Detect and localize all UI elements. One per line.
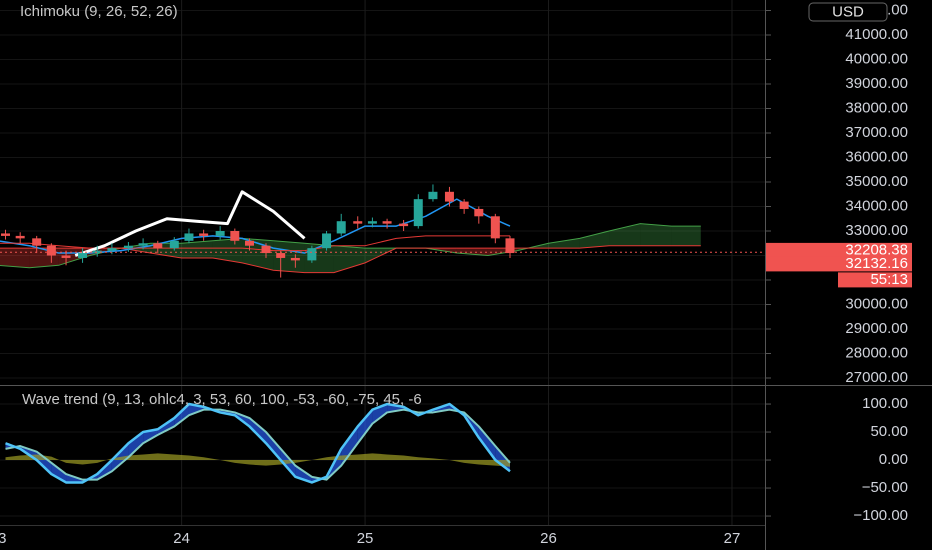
cloud-segment — [0, 248, 30, 268]
countdown: 55:13 — [870, 271, 908, 288]
y-tick-label: 39000.00 — [845, 75, 908, 92]
y-tick-label: 0.00 — [879, 451, 908, 468]
axis-layer: 27000.0028000.0029000.0030000.0031000.00… — [0, 1, 912, 547]
y-tick-label: 35000.00 — [845, 173, 908, 190]
candle-body — [46, 245, 56, 256]
candle-body — [153, 243, 163, 249]
y-tick-label: 30000.00 — [845, 295, 908, 312]
currency-button — [808, 2, 888, 22]
x-tick-label: 25 — [357, 530, 374, 547]
candle-body — [230, 231, 240, 241]
x-tick-label: 24 — [173, 530, 190, 547]
candle-body — [490, 216, 500, 239]
y-tick-label: 100.00 — [862, 395, 908, 412]
plot-area — [0, 0, 765, 525]
candle-body — [276, 253, 286, 258]
cloud-segment — [548, 238, 580, 249]
candle-body — [367, 221, 377, 224]
price-label-box — [766, 242, 912, 258]
candle-body — [92, 250, 102, 254]
candle-body — [123, 245, 133, 249]
wave-band — [128, 432, 144, 458]
candle-body — [15, 235, 25, 239]
y-tick-label: 34000.00 — [845, 197, 908, 214]
candle-body — [505, 238, 515, 254]
money-flow-area — [5, 453, 510, 467]
y-tick-label: 28000.00 — [845, 344, 908, 361]
y-tick-label: 50.00 — [870, 423, 908, 440]
candle-body — [444, 191, 454, 202]
candle-body — [138, 243, 148, 246]
candle-body — [459, 201, 469, 209]
price-label-box — [766, 256, 912, 272]
wave-band — [143, 429, 158, 444]
price-label: 32132.16 — [845, 255, 908, 272]
cloud-segment — [212, 238, 243, 263]
y-tick-label: 33000.00 — [845, 222, 908, 239]
y-tick-label: 41000.00 — [845, 26, 908, 43]
candle-body — [184, 233, 194, 241]
y-tick-label: 36000.00 — [845, 148, 908, 165]
countdown-box — [838, 272, 912, 288]
cloud-segment — [671, 226, 701, 246]
candle-body — [215, 231, 225, 236]
wave-band — [249, 418, 267, 444]
candle-body — [474, 208, 484, 217]
candle-body — [78, 253, 88, 258]
y-tick-label: 38000.00 — [845, 99, 908, 116]
candle-body — [353, 221, 363, 224]
candle-body — [169, 240, 179, 249]
candle-body — [244, 240, 254, 246]
candle-body — [61, 255, 71, 258]
candle-body — [1, 233, 11, 236]
candle-body — [107, 248, 117, 251]
wave-band — [51, 462, 67, 483]
wave-band — [357, 409, 373, 444]
indicator-line — [0, 235, 510, 252]
indicator-line — [74, 190, 306, 257]
candle-body — [322, 233, 332, 249]
price-label: 32208.38 — [845, 241, 908, 258]
y-tick-label: −100.00 — [853, 507, 908, 524]
indicator-title: Wave trend (9, 13, ohlc4, 3, 53, 60, 100… — [22, 391, 422, 408]
cloud-segment — [640, 223, 672, 246]
candle-body — [399, 223, 409, 227]
y-tick-label: 40000.00 — [845, 50, 908, 67]
candle-body — [336, 221, 346, 234]
currency-label: USD — [832, 3, 864, 20]
cloud-segment — [181, 240, 213, 258]
candle-body — [382, 221, 392, 224]
candle-body — [290, 257, 300, 261]
wave-band — [478, 426, 496, 461]
y-tick-label: −50.00 — [862, 479, 908, 496]
y-tick-label: 27000.00 — [845, 369, 908, 386]
wave-band — [266, 432, 281, 461]
wave-band — [174, 404, 189, 427]
candle-body — [428, 191, 438, 200]
candle-body — [261, 245, 271, 254]
indicator-title: Ichimoku (9, 26, 52, 26) — [20, 3, 178, 20]
candle-body — [307, 248, 317, 261]
x-tick-label: 23 — [0, 530, 7, 547]
y-tick-label: 37000.00 — [845, 124, 908, 141]
candle-body — [413, 199, 423, 227]
x-tick-label: 26 — [540, 530, 557, 547]
x-tick-label: 27 — [724, 530, 741, 547]
wave-line — [5, 402, 511, 484]
cloud-segment — [579, 231, 610, 249]
candle-body — [199, 233, 209, 236]
y-tick-label: 29000.00 — [845, 320, 908, 337]
candle-body — [32, 238, 42, 246]
